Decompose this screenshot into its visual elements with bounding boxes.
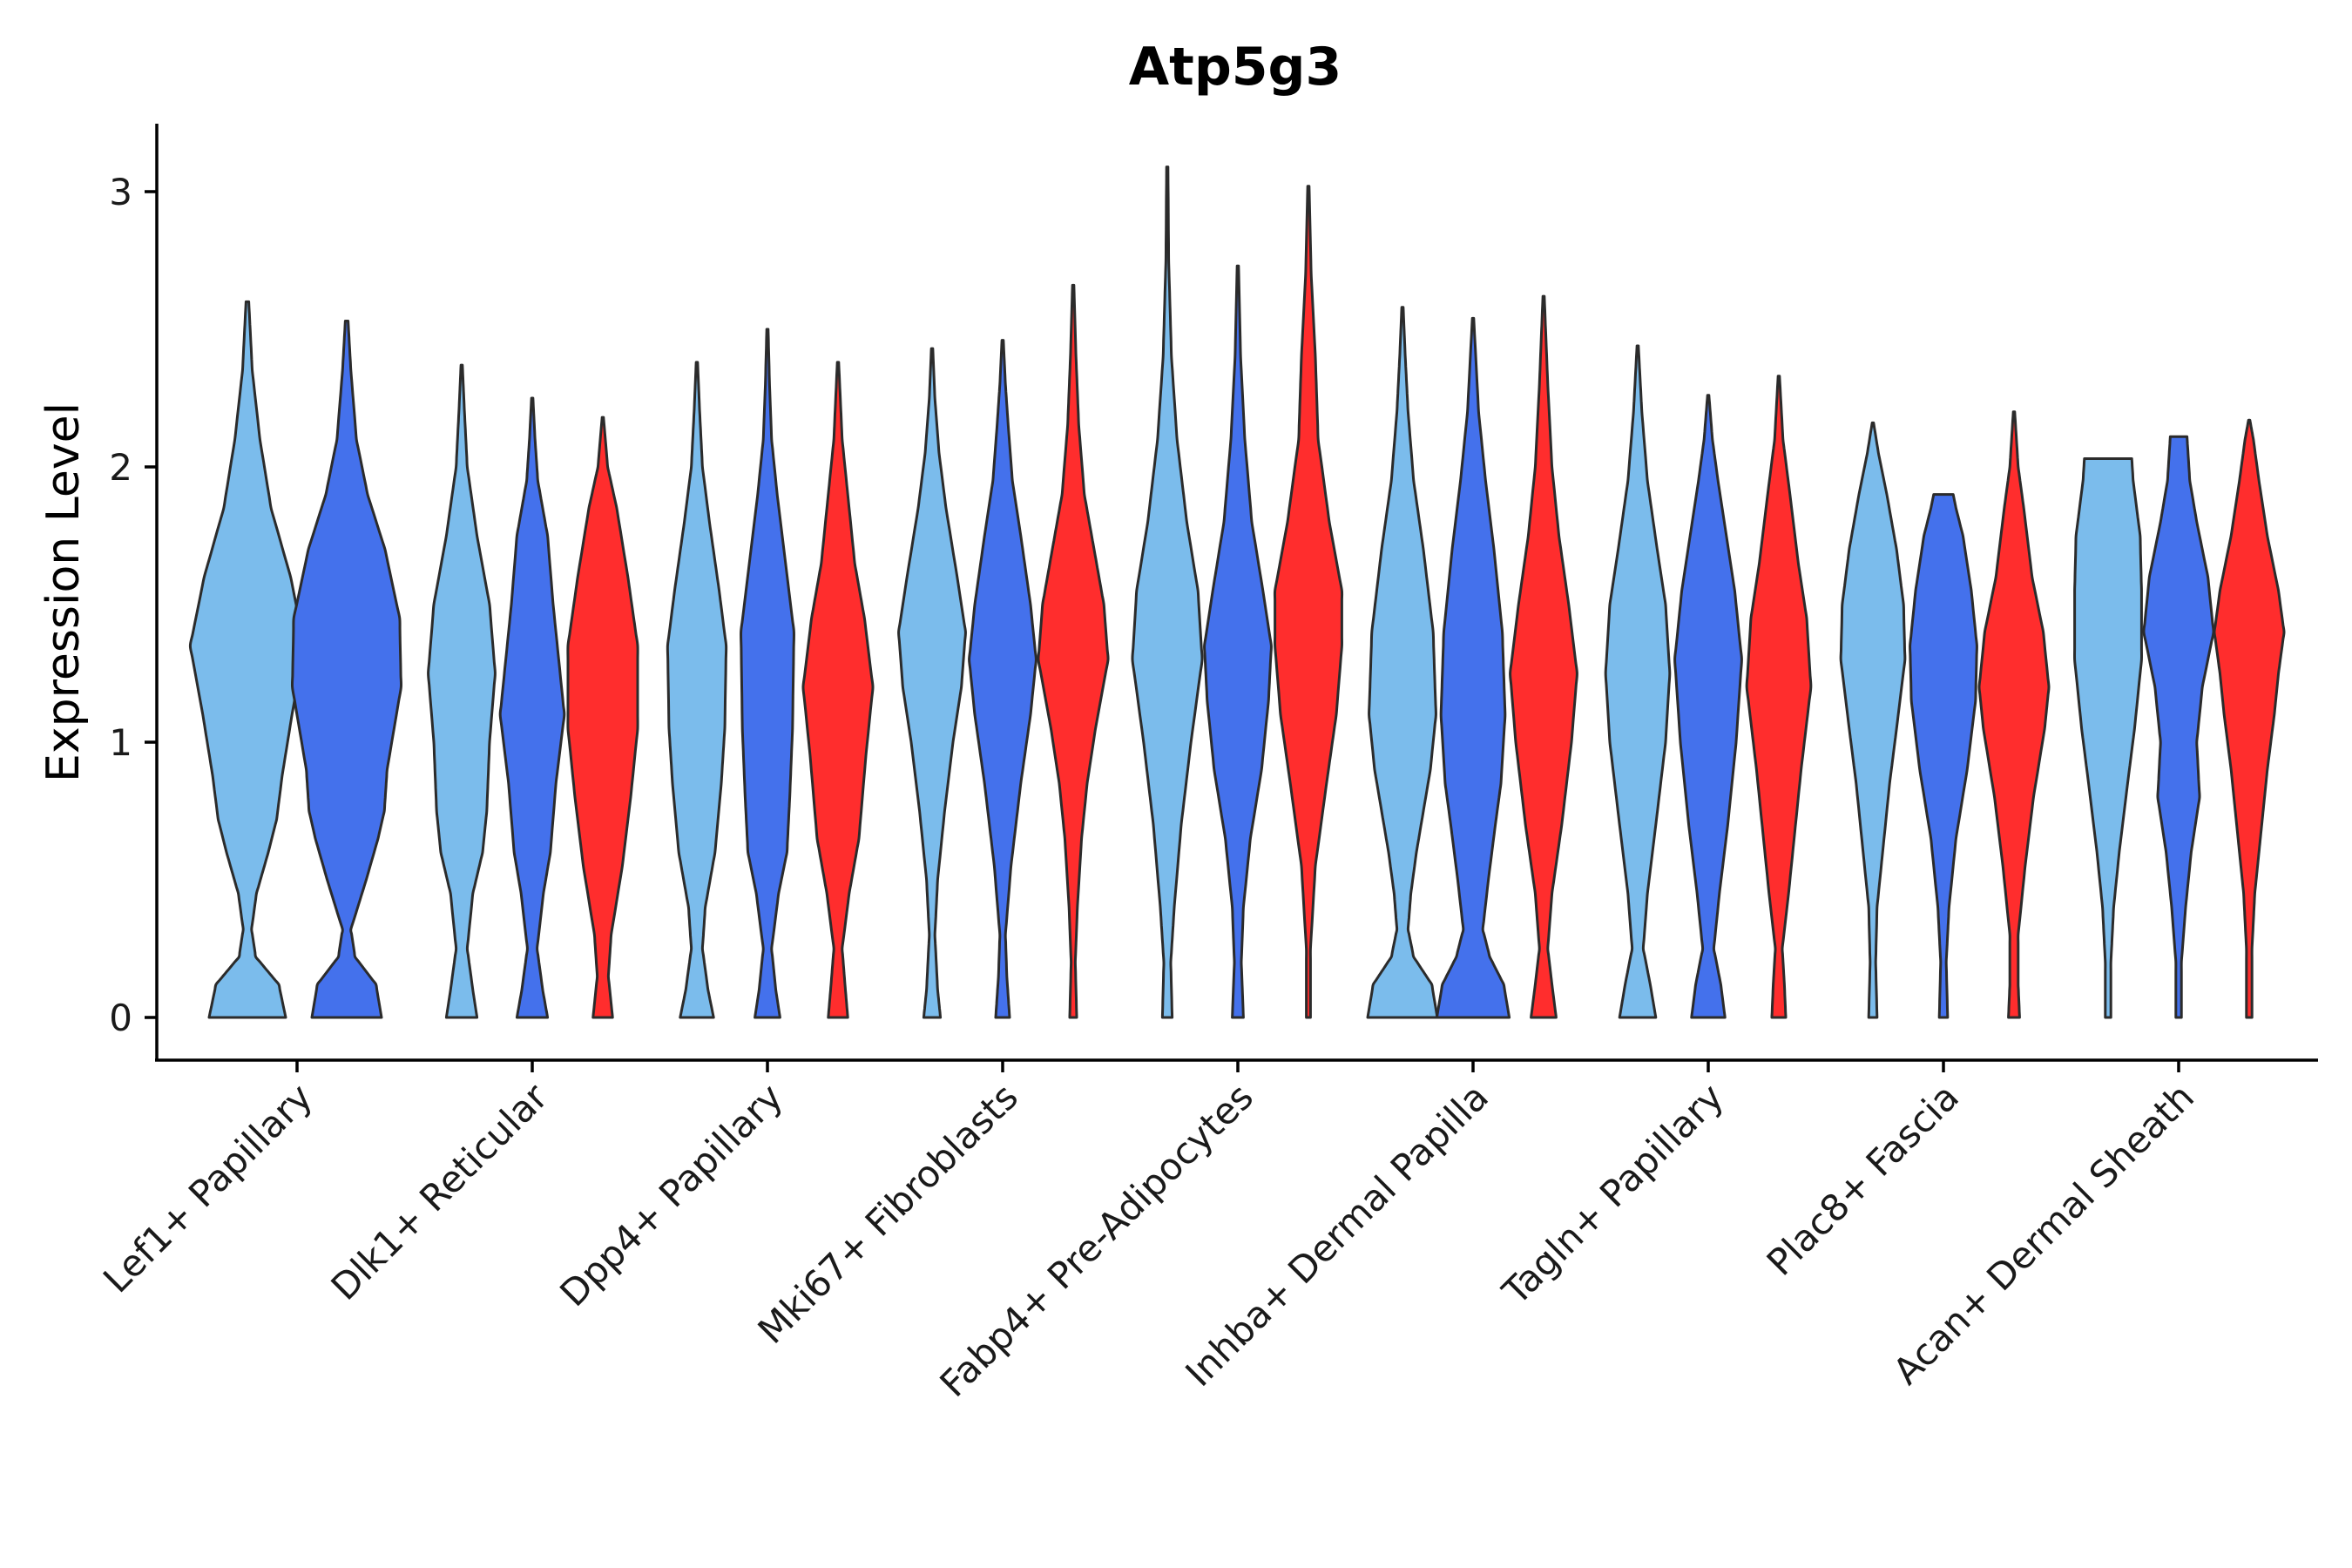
violin-acan-dermal-sheath-group2: [2142, 435, 2215, 1019]
violin-lef1-papillary-group2: [290, 320, 403, 1019]
violin-plac8-fascia-group2: [1909, 493, 1978, 1019]
y-tick-label-2: 2: [109, 446, 132, 489]
y-tick-label-1: 1: [109, 721, 132, 764]
violin-inhba-dermal-papilla-group2: [1435, 316, 1511, 1019]
violin-acan-dermal-sheath-group3: [2213, 418, 2286, 1019]
violin-dpp4-papillary-group2: [740, 328, 795, 1019]
x-tick-label-dlk1-reticular: Dlk1+ Reticular: [323, 1075, 557, 1308]
y-axis-title: Expression Level: [37, 402, 90, 782]
violin-acan-dermal-sheath-group1: [2073, 457, 2143, 1019]
x-tick-label-tagln-papillary: Tagln+ Papillary: [1494, 1075, 1732, 1313]
violin-dpp4-papillary-group3: [801, 361, 875, 1019]
violin-plac8-fascia-group1: [1839, 421, 1907, 1019]
x-tick-label-lef1-papillary: Lef1+ Papillary: [95, 1075, 321, 1301]
violin-layer: [188, 166, 2286, 1019]
violin-tagln-papillary-group3: [1745, 375, 1813, 1019]
violin-tagln-papillary-group1: [1604, 344, 1672, 1019]
chart-title: Atp5g3: [1129, 37, 1342, 98]
x-tick-label-mki67-fibroblasts: Mki67+ Fibroblasts: [750, 1075, 1026, 1351]
x-tick-label-plac8-fascia: Plac8+ Fascia: [1759, 1075, 1967, 1283]
violin-fabp4-pre-adipocytes-group1: [1131, 166, 1204, 1019]
violin-inhba-dermal-papilla-group1: [1366, 306, 1439, 1019]
violin-fabp4-pre-adipocytes-group2: [1203, 264, 1273, 1019]
violin-dpp4-papillary-group1: [666, 361, 728, 1019]
violin-dlk1-reticular-group3: [566, 416, 639, 1019]
y-ticks: 0 1 2 3: [109, 171, 157, 1039]
y-tick-label-3: 3: [109, 171, 132, 213]
violin-mki67-fibroblasts-group1: [897, 347, 967, 1019]
violin-inhba-dermal-papilla-group3: [1509, 294, 1578, 1019]
violin-fabp4-pre-adipocytes-group3: [1273, 185, 1344, 1019]
violin-mki67-fibroblasts-group3: [1037, 283, 1110, 1019]
violin-dlk1-reticular-group2: [498, 396, 566, 1019]
violin-plac8-fascia-group3: [1977, 410, 2051, 1019]
violin-tagln-papillary-group2: [1673, 394, 1743, 1019]
violin-dlk1-reticular-group1: [427, 363, 497, 1019]
y-tick-label-0: 0: [109, 997, 132, 1039]
violin-lef1-papillary-group1: [188, 300, 307, 1019]
violin-mki67-fibroblasts-group2: [968, 339, 1037, 1019]
x-tick-label-dpp4-papillary: Dpp4+ Papillary: [551, 1075, 791, 1315]
